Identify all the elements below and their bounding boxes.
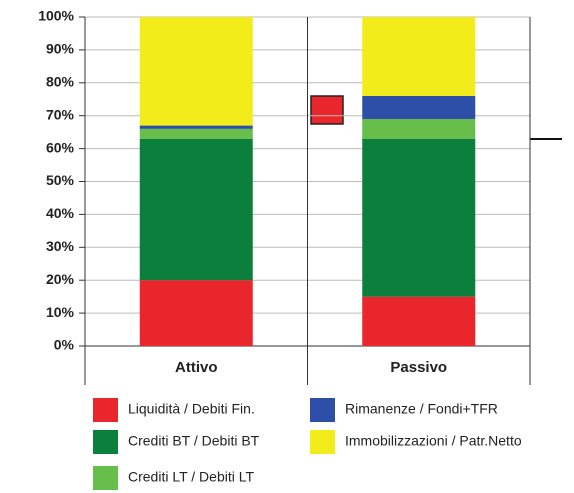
y-tick-label: 20% [46, 271, 75, 287]
bar-segment [139, 125, 253, 129]
legend-label: Crediti LT / Debiti LT [128, 469, 254, 485]
y-tick-label: 100% [38, 8, 74, 24]
y-tick-label: 30% [46, 238, 75, 254]
legend-swatch [310, 398, 335, 422]
y-tick-label: 70% [46, 106, 75, 122]
y-tick-label: 50% [46, 172, 75, 188]
y-tick-label: 90% [46, 41, 75, 57]
legend-label: Rimanenze / Fondi+TFR [345, 401, 498, 417]
bar-segment [362, 296, 476, 346]
y-tick-label: 0% [54, 337, 75, 353]
bar-segment [362, 17, 476, 96]
marker-box [310, 95, 344, 125]
y-tick-label: 80% [46, 74, 75, 90]
legend-swatch [93, 430, 118, 454]
bar-segment [139, 280, 253, 346]
legend-swatch [93, 466, 118, 490]
y-tick-label: 60% [46, 139, 75, 155]
y-tick-label: 40% [46, 205, 75, 221]
bar-segment [139, 138, 253, 281]
legend-label: Liquidità / Debiti Fin. [128, 401, 255, 417]
legend-swatch [310, 430, 335, 454]
legend-swatch [93, 398, 118, 422]
x-tick-label: Passivo [390, 359, 447, 376]
bar-segment [362, 95, 476, 119]
bar-segment [139, 128, 253, 139]
x-tick-label: Attivo [175, 359, 218, 376]
legend-label: Immobilizzazioni / Patr.Netto [345, 433, 522, 449]
legend-label: Crediti BT / Debiti BT [128, 433, 260, 449]
bar-segment [139, 17, 253, 126]
bar-segment [362, 118, 476, 139]
bar-segment [362, 138, 476, 297]
y-tick-label: 10% [46, 304, 75, 320]
